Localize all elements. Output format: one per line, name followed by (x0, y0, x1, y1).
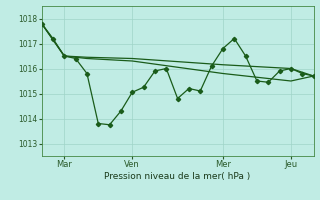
X-axis label: Pression niveau de la mer( hPa ): Pression niveau de la mer( hPa ) (104, 172, 251, 181)
